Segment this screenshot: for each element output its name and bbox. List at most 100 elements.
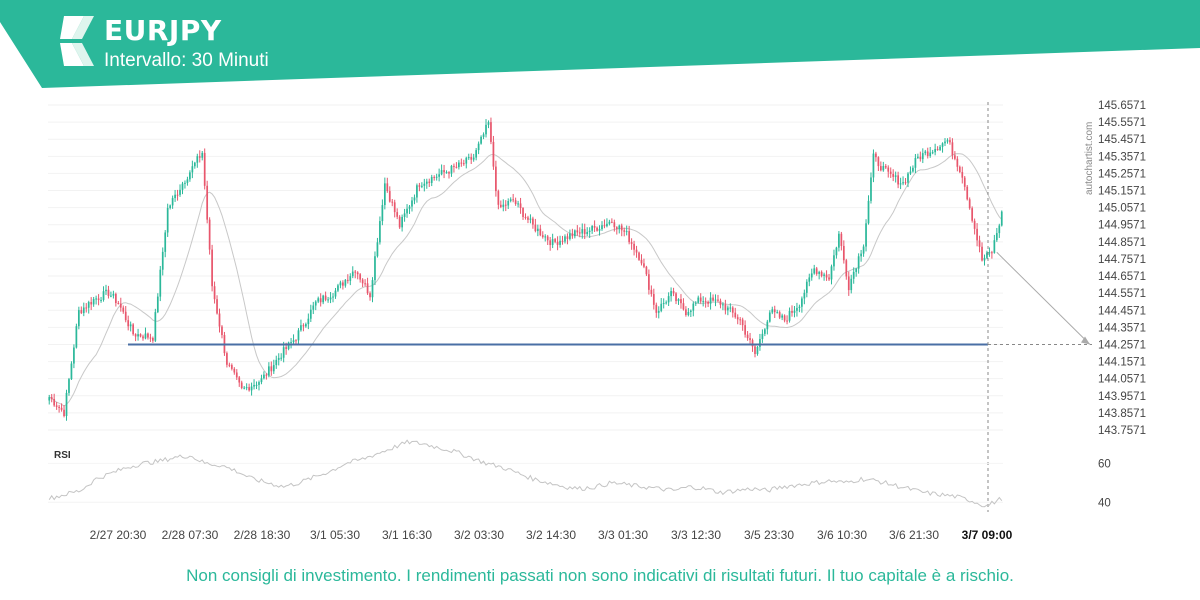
candle-body <box>694 302 697 304</box>
candle-body <box>383 183 386 206</box>
candlestick <box>887 165 890 178</box>
price-tick-label: 143.7571 <box>1098 425 1146 437</box>
candlestick <box>919 151 922 162</box>
candle-body <box>176 194 179 196</box>
candlestick <box>386 177 389 193</box>
candlestick <box>586 227 589 237</box>
candlestick <box>433 175 436 181</box>
candle-body <box>625 231 628 233</box>
candle-body <box>322 295 325 303</box>
candle-body <box>70 363 73 380</box>
candlestick <box>954 151 956 161</box>
candlestick <box>411 196 413 212</box>
candle-body <box>672 291 675 294</box>
candlestick <box>55 402 58 410</box>
time-tick-label: 3/6 21:30 <box>889 528 939 542</box>
candlestick <box>408 205 411 214</box>
candlestick <box>428 178 431 187</box>
candle-body <box>842 245 845 261</box>
candlestick <box>736 314 739 325</box>
candle-body <box>95 298 97 300</box>
candle-body <box>968 199 971 209</box>
candlestick <box>467 153 470 160</box>
candlestick <box>578 227 581 238</box>
candle-body <box>238 377 241 383</box>
candlestick <box>768 310 771 323</box>
candle-body <box>559 240 561 245</box>
candle-body <box>408 206 411 209</box>
candle-body <box>58 406 60 408</box>
candle-body <box>267 366 270 376</box>
candlestick <box>766 319 769 335</box>
candle-body <box>218 313 221 327</box>
candlestick <box>102 286 105 302</box>
candle-body <box>667 296 670 303</box>
candlestick <box>963 175 966 191</box>
candle-body <box>601 225 603 230</box>
candle-body <box>554 239 556 242</box>
candle-body <box>253 384 255 387</box>
candlestick <box>872 149 875 183</box>
candle-body <box>366 283 369 294</box>
candlestick <box>435 173 438 181</box>
candle-body <box>235 372 238 378</box>
candle-body <box>295 340 297 342</box>
candle-body <box>97 298 100 300</box>
candlestick <box>156 293 159 314</box>
candle-body <box>776 312 779 314</box>
price-tick-label: 145.3571 <box>1098 151 1146 163</box>
candle-body <box>593 226 596 228</box>
candle-body <box>334 290 337 297</box>
candlestick <box>973 218 976 235</box>
candle-body <box>870 177 872 201</box>
candle-body <box>766 321 769 330</box>
candle-body <box>699 297 702 302</box>
candle-body <box>77 310 80 327</box>
price-tick-label: 145.4571 <box>1098 134 1146 146</box>
candle-body <box>342 282 344 286</box>
candle-body <box>156 296 159 313</box>
candlestick <box>263 371 265 380</box>
time-tick-label: 3/2 14:30 <box>526 528 576 542</box>
candle-body <box>944 141 946 144</box>
candlestick <box>297 328 300 345</box>
candlestick <box>976 223 978 247</box>
candle-body <box>423 183 426 186</box>
candle-body <box>909 171 912 174</box>
candlestick <box>823 272 825 281</box>
candle-body <box>598 229 601 231</box>
candle-body <box>815 268 818 274</box>
candlestick <box>240 380 243 390</box>
moving-average-line <box>49 153 1003 407</box>
candle-body <box>685 309 687 316</box>
candle-body <box>127 320 130 327</box>
candle-body <box>759 339 761 347</box>
candlestick <box>694 301 697 306</box>
candle-body <box>756 346 759 355</box>
candle-body <box>425 181 428 184</box>
candlestick <box>998 223 1001 238</box>
candlestick <box>63 405 65 418</box>
candlestick <box>312 301 315 315</box>
candlestick <box>366 277 369 295</box>
candlestick <box>97 294 100 306</box>
candle-body <box>813 268 816 274</box>
candle-body <box>778 312 781 318</box>
candlestick <box>776 309 779 314</box>
candlestick <box>741 317 744 331</box>
candle-body <box>882 166 885 171</box>
candlestick <box>176 189 179 201</box>
candlestick <box>480 135 482 145</box>
candlestick <box>712 294 714 302</box>
candle-body <box>551 239 554 246</box>
candle-body <box>934 149 937 153</box>
candlestick <box>92 296 95 307</box>
candlestick <box>603 219 606 229</box>
price-tick-label: 144.0571 <box>1098 374 1146 386</box>
candlestick <box>618 224 621 234</box>
candlestick <box>509 197 512 203</box>
candlestick <box>477 141 480 155</box>
candle-body <box>250 386 253 391</box>
candlestick <box>438 168 440 182</box>
